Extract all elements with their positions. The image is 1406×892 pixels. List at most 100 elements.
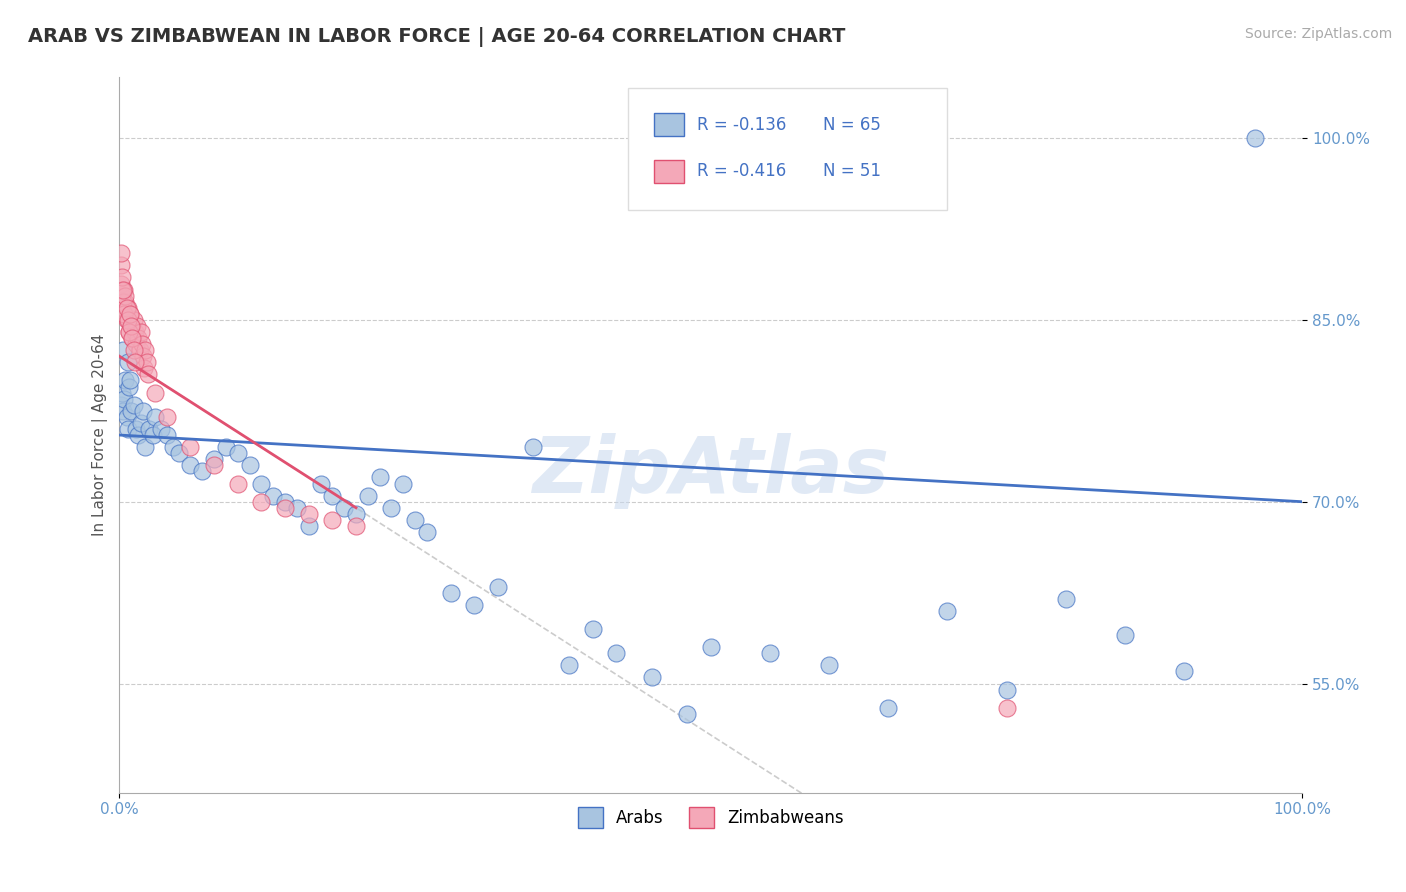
Point bbox=[1114, 628, 1136, 642]
Point bbox=[700, 640, 723, 655]
Point bbox=[110, 277, 132, 291]
Point bbox=[112, 283, 135, 297]
Point bbox=[558, 658, 581, 673]
Point bbox=[111, 301, 134, 315]
Point bbox=[122, 398, 145, 412]
Point bbox=[120, 307, 142, 321]
Point bbox=[877, 700, 900, 714]
Point bbox=[118, 325, 141, 339]
Point bbox=[250, 494, 273, 508]
Point bbox=[117, 313, 139, 327]
Point bbox=[111, 294, 134, 309]
Point bbox=[368, 470, 391, 484]
Point bbox=[124, 355, 146, 369]
Text: ZipAtlas: ZipAtlas bbox=[533, 433, 890, 508]
Point bbox=[202, 458, 225, 473]
Point bbox=[117, 422, 139, 436]
Point bbox=[149, 422, 172, 436]
Point bbox=[125, 337, 148, 351]
Point bbox=[392, 476, 415, 491]
Point bbox=[128, 343, 150, 358]
Point bbox=[226, 476, 249, 491]
Point bbox=[676, 706, 699, 721]
Point bbox=[114, 294, 136, 309]
Point bbox=[262, 489, 284, 503]
Point bbox=[110, 398, 132, 412]
Point bbox=[274, 500, 297, 515]
Point bbox=[818, 658, 841, 673]
Point bbox=[122, 313, 145, 327]
Point bbox=[156, 428, 179, 442]
Text: ARAB VS ZIMBABWEAN IN LABOR FORCE | AGE 20-64 CORRELATION CHART: ARAB VS ZIMBABWEAN IN LABOR FORCE | AGE … bbox=[28, 27, 845, 46]
Point bbox=[112, 392, 135, 406]
Point bbox=[135, 355, 157, 369]
Point bbox=[321, 513, 343, 527]
Point bbox=[191, 464, 214, 478]
Point bbox=[344, 519, 367, 533]
Point bbox=[143, 409, 166, 424]
Point bbox=[122, 343, 145, 358]
Point bbox=[404, 513, 426, 527]
Point bbox=[111, 343, 134, 358]
Point bbox=[416, 524, 439, 539]
Point bbox=[117, 355, 139, 369]
Point bbox=[522, 440, 544, 454]
Point bbox=[759, 646, 782, 660]
Point bbox=[120, 318, 142, 333]
Point bbox=[111, 283, 134, 297]
Point bbox=[215, 440, 238, 454]
FancyBboxPatch shape bbox=[654, 160, 683, 183]
Point bbox=[121, 331, 143, 345]
Point bbox=[129, 325, 152, 339]
Point bbox=[143, 385, 166, 400]
Point bbox=[138, 422, 160, 436]
Point bbox=[321, 489, 343, 503]
Point bbox=[226, 446, 249, 460]
Y-axis label: In Labor Force | Age 20-64: In Labor Force | Age 20-64 bbox=[93, 334, 108, 536]
Point bbox=[112, 307, 135, 321]
Point bbox=[1173, 665, 1195, 679]
Point bbox=[111, 404, 134, 418]
Point bbox=[110, 258, 132, 272]
Point bbox=[129, 416, 152, 430]
Point bbox=[1244, 131, 1267, 145]
Point bbox=[115, 313, 138, 327]
Point bbox=[120, 404, 142, 418]
Point bbox=[357, 489, 380, 503]
Point bbox=[605, 646, 627, 660]
Point bbox=[995, 700, 1018, 714]
Point bbox=[179, 458, 201, 473]
Point bbox=[132, 349, 155, 363]
Point bbox=[439, 585, 461, 599]
Point bbox=[309, 476, 332, 491]
Point bbox=[111, 288, 134, 302]
Point bbox=[285, 500, 308, 515]
Point bbox=[344, 507, 367, 521]
Point bbox=[111, 270, 134, 285]
Point bbox=[274, 494, 297, 508]
Point bbox=[202, 452, 225, 467]
Point bbox=[995, 682, 1018, 697]
Point bbox=[127, 428, 149, 442]
Point bbox=[136, 368, 159, 382]
Text: R = -0.416: R = -0.416 bbox=[696, 162, 786, 180]
Point bbox=[486, 580, 509, 594]
Point bbox=[134, 440, 156, 454]
Point bbox=[134, 343, 156, 358]
Text: Source: ZipAtlas.com: Source: ZipAtlas.com bbox=[1244, 27, 1392, 41]
Point bbox=[1054, 591, 1077, 606]
Point bbox=[127, 318, 149, 333]
FancyBboxPatch shape bbox=[628, 88, 948, 210]
Point bbox=[463, 598, 485, 612]
Point bbox=[142, 428, 165, 442]
Point bbox=[111, 283, 134, 297]
Point bbox=[238, 458, 260, 473]
Point bbox=[114, 288, 136, 302]
Point bbox=[167, 446, 190, 460]
Point bbox=[640, 671, 662, 685]
Point bbox=[132, 404, 155, 418]
Point bbox=[162, 440, 184, 454]
Point bbox=[114, 374, 136, 388]
Point bbox=[127, 331, 149, 345]
Point bbox=[125, 422, 148, 436]
